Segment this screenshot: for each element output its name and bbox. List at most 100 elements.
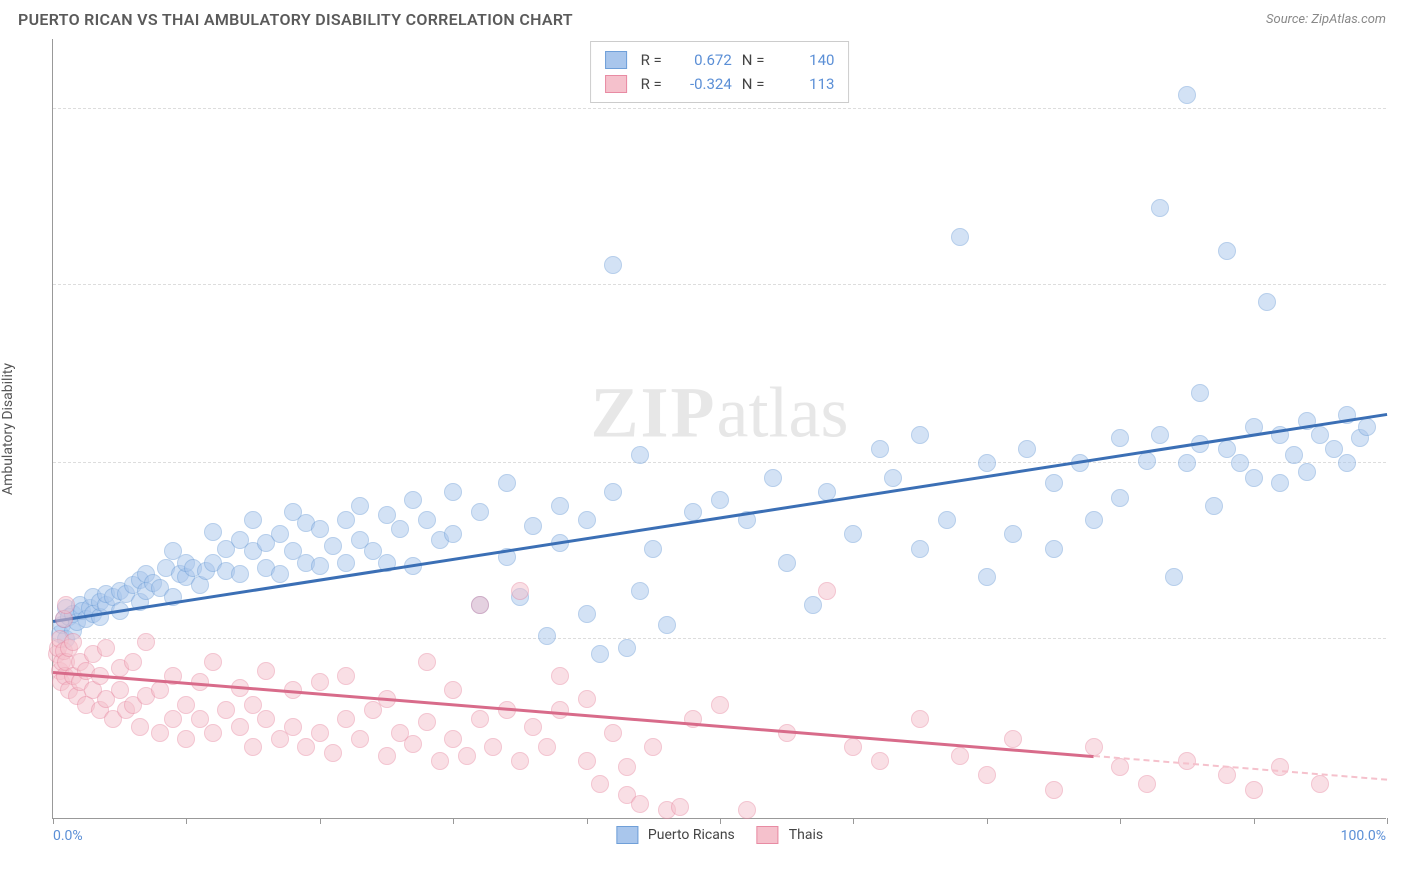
- data-point: [1311, 775, 1329, 793]
- data-point: [124, 653, 142, 671]
- gridline: [53, 638, 1386, 639]
- correlation-stats-box: R =0.672N =140R =-0.324N =113: [590, 41, 850, 103]
- data-point: [711, 491, 729, 509]
- data-point: [978, 568, 996, 586]
- data-point: [978, 454, 996, 472]
- x-tick: [1120, 818, 1121, 824]
- data-point: [844, 738, 862, 756]
- data-point: [1285, 446, 1303, 464]
- data-point: [131, 718, 149, 736]
- data-point: [1231, 454, 1249, 472]
- r-value: 0.672: [676, 48, 732, 72]
- data-point: [378, 747, 396, 765]
- legend-item: Thais: [757, 826, 823, 844]
- data-point: [804, 596, 822, 614]
- data-point: [778, 554, 796, 572]
- data-point: [951, 228, 969, 246]
- data-point: [444, 730, 462, 748]
- gridline: [53, 108, 1386, 109]
- data-point: [458, 747, 476, 765]
- data-point: [1004, 730, 1022, 748]
- data-point: [311, 520, 329, 538]
- data-point: [311, 557, 329, 575]
- stats-row: R =-0.324N =113: [605, 72, 835, 96]
- data-point: [951, 747, 969, 765]
- data-point: [511, 582, 529, 600]
- data-point: [1358, 418, 1376, 436]
- data-point: [257, 710, 275, 728]
- x-tick: [53, 818, 54, 824]
- data-point: [604, 483, 622, 501]
- x-tick: [320, 818, 321, 824]
- data-point: [1298, 463, 1316, 481]
- data-point: [1311, 426, 1329, 444]
- y-tick-label: 12.5%: [1391, 439, 1406, 455]
- data-point: [404, 491, 422, 509]
- data-point: [871, 440, 889, 458]
- data-point: [297, 738, 315, 756]
- legend-swatch: [605, 75, 627, 93]
- data-point: [444, 681, 462, 699]
- scatter-plot: ZIPatlas R =0.672N =140R =-0.324N =113 0…: [52, 39, 1386, 819]
- legend-swatch: [616, 826, 638, 844]
- data-point: [591, 775, 609, 793]
- chart-title: PUERTO RICAN VS THAI AMBULATORY DISABILI…: [18, 10, 573, 29]
- data-point: [871, 752, 889, 770]
- data-point: [684, 503, 702, 521]
- data-point: [337, 554, 355, 572]
- data-point: [1151, 426, 1169, 444]
- stats-row: R =0.672N =140: [605, 48, 835, 72]
- data-point: [1085, 511, 1103, 529]
- data-point: [1045, 781, 1063, 799]
- legend-label: Puerto Ricans: [648, 827, 735, 843]
- data-point: [151, 681, 169, 699]
- data-point: [57, 596, 75, 614]
- data-point: [578, 752, 596, 770]
- x-tick: [1254, 818, 1255, 824]
- data-point: [1111, 429, 1129, 447]
- data-point: [1338, 454, 1356, 472]
- x-tick: [853, 818, 854, 824]
- data-point: [431, 752, 449, 770]
- data-point: [418, 511, 436, 529]
- data-point: [164, 710, 182, 728]
- data-point: [151, 724, 169, 742]
- series-legend: Puerto Ricans Thais: [616, 826, 823, 844]
- y-tick-label: 18.8%: [1391, 261, 1406, 277]
- x-tick: [453, 818, 454, 824]
- data-point: [1205, 497, 1223, 515]
- trend-line: [1093, 755, 1387, 781]
- n-value: 113: [778, 72, 834, 96]
- y-tick-label: 6.3%: [1391, 615, 1406, 631]
- data-point: [1111, 758, 1129, 776]
- data-point: [604, 724, 622, 742]
- data-point: [324, 537, 342, 555]
- data-point: [1245, 781, 1263, 799]
- legend-swatch: [757, 826, 779, 844]
- data-point: [351, 730, 369, 748]
- data-point: [1165, 568, 1183, 586]
- data-point: [538, 627, 556, 645]
- data-point: [484, 738, 502, 756]
- data-point: [444, 525, 462, 543]
- data-point: [337, 710, 355, 728]
- data-point: [658, 616, 676, 634]
- data-point: [244, 738, 262, 756]
- x-axis-min-label: 0.0%: [53, 828, 83, 844]
- data-point: [511, 752, 529, 770]
- data-point: [324, 744, 342, 762]
- data-point: [231, 565, 249, 583]
- r-label: R =: [641, 72, 662, 96]
- x-tick: [720, 818, 721, 824]
- data-point: [177, 696, 195, 714]
- data-point: [191, 710, 209, 728]
- data-point: [351, 497, 369, 515]
- data-point: [1111, 489, 1129, 507]
- data-point: [631, 446, 649, 464]
- data-point: [231, 718, 249, 736]
- data-point: [551, 497, 569, 515]
- data-point: [884, 469, 902, 487]
- data-point: [311, 724, 329, 742]
- data-point: [1151, 199, 1169, 217]
- n-value: 140: [778, 48, 834, 72]
